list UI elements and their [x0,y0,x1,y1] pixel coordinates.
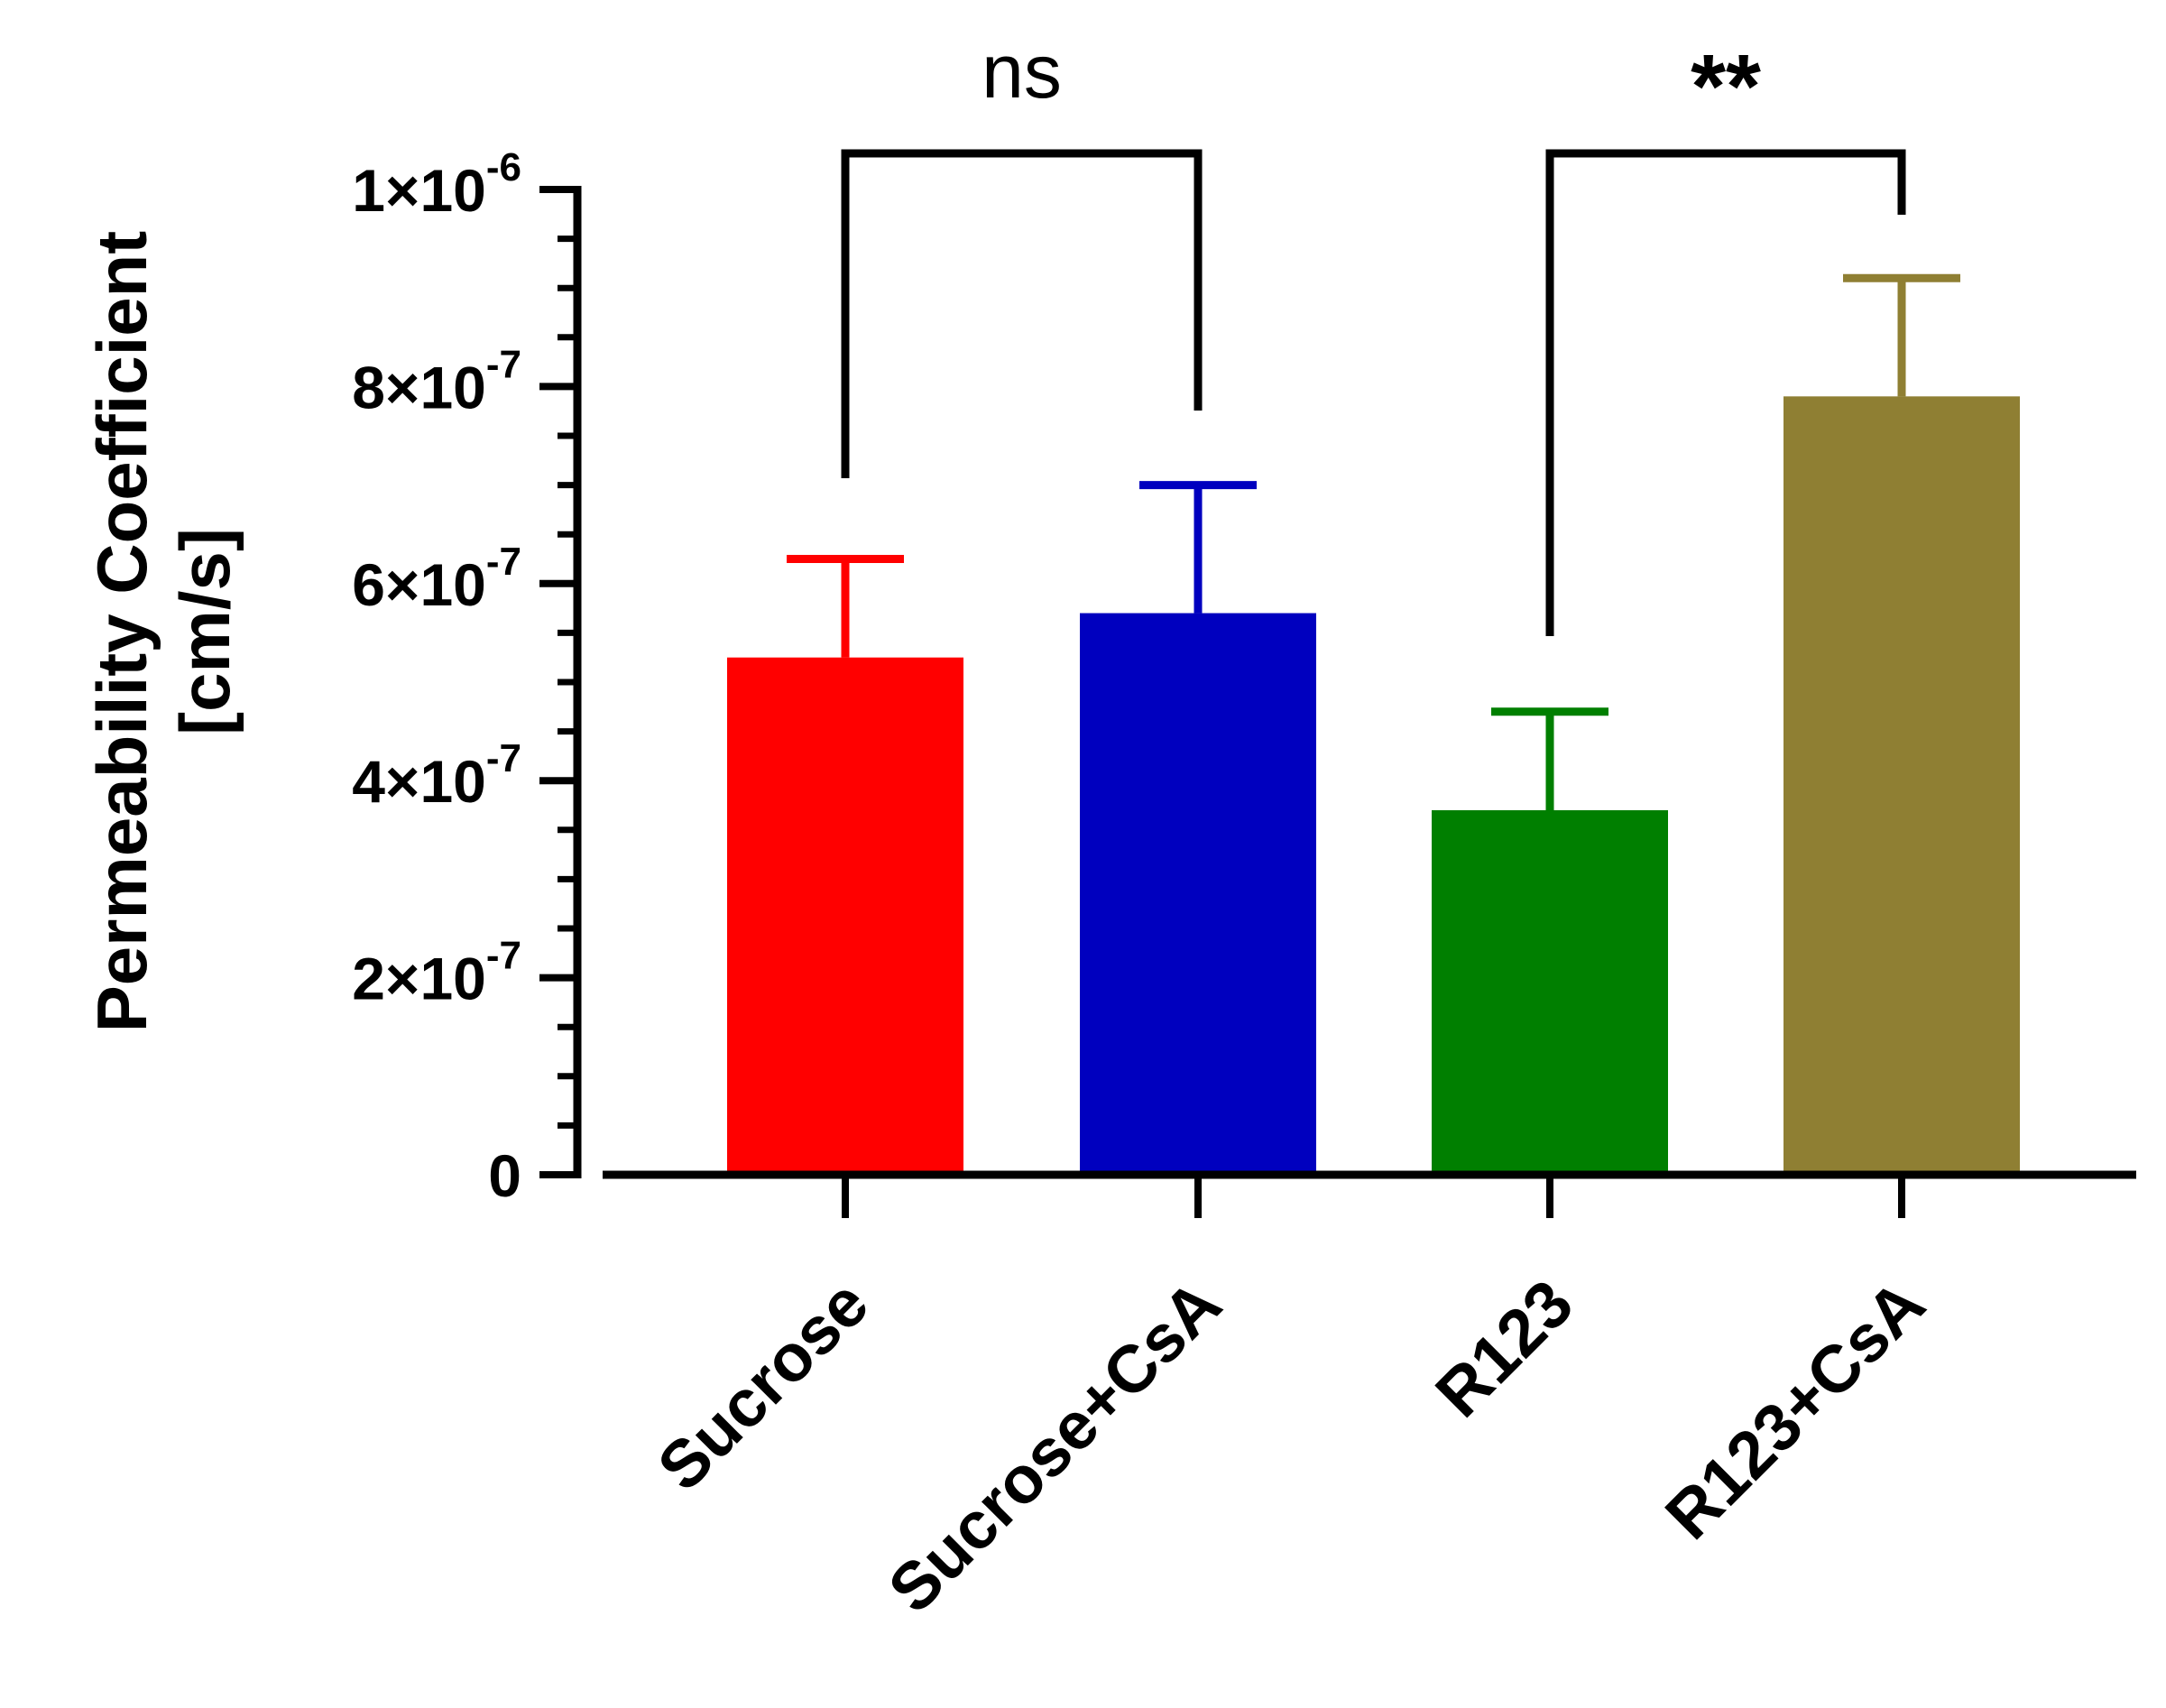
y-tick-label: 8×10-7 [352,342,521,420]
significance-label: ** [1691,36,1761,137]
bar-3 [1783,396,2020,1175]
y-axis: 02×10-74×10-76×10-78×10-71×10-6 [352,145,582,1209]
y-tick-exponent: -7 [486,736,521,780]
bar-2 [1432,809,1668,1175]
bar-1 [1080,613,1316,1175]
x-axis [603,1170,2136,1218]
y-tick-mantissa: 8×10 [352,354,486,420]
x-tick-label: R123 [1421,1266,1587,1432]
y-tick-label: 0 [488,1142,521,1209]
y-tick-exponent: -7 [486,934,521,978]
y-tick-mantissa: 0 [488,1142,521,1209]
bars [727,396,2020,1175]
y-axis-title: Permeability Coefficient[cm/s] [82,231,244,1033]
y-tick-mantissa: 4×10 [352,748,486,815]
significance-label: ns [982,29,1062,114]
x-tick-label: Sucrose+CsA [874,1266,1235,1627]
x-tick-label: Sucrose [643,1266,882,1505]
y-tick-label: 1×10-6 [352,145,521,224]
y-axis-title-line: [cm/s] [165,528,244,735]
y-axis-title-line: Permeability Coefficient [82,231,161,1033]
y-tick-label: 4×10-7 [352,736,521,815]
significance-bracket [841,149,1203,478]
x-tick-label: R123+CsA [1651,1266,1939,1554]
y-tick-exponent: -7 [486,540,521,584]
bar-0 [727,657,963,1175]
significance-annotations: ns ** [841,29,1906,636]
significance-bracket [1545,149,1906,636]
y-tick-mantissa: 1×10 [352,157,486,224]
y-tick-exponent: -7 [486,342,521,386]
y-tick-mantissa: 6×10 [352,551,486,618]
y-tick-label: 6×10-7 [352,540,521,618]
y-tick-mantissa: 2×10 [352,946,486,1012]
y-axis-title-text: Permeability Coefficient[cm/s] [82,231,244,1033]
y-tick-exponent: -6 [486,145,521,189]
error-bars [787,273,1960,810]
y-tick-label: 2×10-7 [352,934,521,1012]
